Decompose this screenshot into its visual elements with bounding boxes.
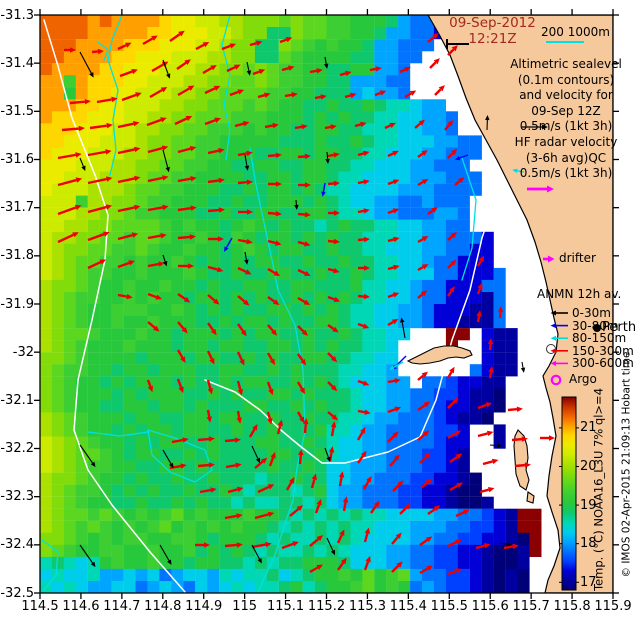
legend-sample-arrows [446, 39, 584, 366]
altimetric-legend: Altimetric sealevel (0.1m contours) and ve… [499, 57, 633, 135]
city-label-perth: Perth [602, 320, 637, 335]
y-tick-label: -32.4 [0, 537, 34, 553]
altimetric-legend-line: (0.1m contours) [517, 72, 615, 87]
x-tick-label: 115.9 [594, 599, 632, 614]
x-tick-label: 115.8 [553, 599, 591, 614]
timestamp: 09-Sep-2012 12:21Z [430, 15, 555, 47]
altimetric-velocity-arrows [79, 51, 526, 568]
x-tick-label: 115.4 [389, 599, 427, 614]
x-tick-label: 114.6 [62, 599, 100, 614]
altimetric-legend-line: and velocity for [519, 88, 613, 102]
x-tick-label: 115.2 [307, 599, 346, 614]
axes-frame [34, 9, 619, 599]
depth-legend-label: 0-30m [572, 306, 611, 320]
hf-radar-legend: HF radar velocity (3-6h avg)QC 0.5m/s (1kt… [497, 135, 635, 182]
depth-legend-label: 150-300m [572, 343, 634, 358]
y-tick-label: -32.5 [0, 585, 34, 601]
x-tick-label: 115 [232, 599, 258, 614]
colorbar-tick-label: 21 [580, 420, 597, 436]
y-tick-label: -31.6 [0, 152, 34, 167]
small-island [526, 491, 535, 504]
y-tick-label: -31.4 [0, 55, 34, 71]
argo-legend-label: Argo [569, 372, 597, 386]
rottnest-island [406, 345, 473, 365]
x-tick-label: 114.9 [185, 599, 223, 614]
altimetric-legend-line: 0.5m/s (1kt 3h) [519, 119, 613, 133]
colorbar-tick-label: 18 [580, 536, 597, 552]
x-tick-label: 114.8 [144, 599, 182, 614]
colorbar-axis-label: Temp. (°C) NOAA16_L3U 7% ql>=4 [591, 387, 606, 592]
timestamp-time: 12:21Z [468, 31, 517, 47]
y-tick-label: -32.2 [0, 441, 34, 456]
y-tick-label: -32.1 [0, 392, 34, 408]
anmn-legend-title: ANMN 12h av. [537, 287, 622, 301]
hf-legend-line: 0.5m/s (1kt 3h) [519, 166, 613, 180]
x-tick-label: 115.7 [512, 599, 550, 614]
depth-legend-label: 30-80m [572, 318, 619, 333]
colorbar [559, 396, 579, 591]
isobath-scale-label: 200 1000m [541, 25, 610, 39]
y-tick-label: -31.7 [0, 200, 34, 216]
argo-marker [550, 374, 562, 386]
garden-island [513, 429, 530, 491]
x-tick-label: 114.7 [103, 599, 141, 614]
y-tick-label: -32 [12, 344, 34, 360]
x-tick-label: 115.5 [430, 599, 468, 614]
altimetric-legend-line: Altimetric sealevel [510, 57, 622, 71]
y-tick-label: -31.3 [0, 7, 34, 23]
y-tick-label: -31.5 [0, 103, 34, 119]
hf-legend-line: HF radar velocity [514, 135, 618, 149]
copyright-notice: © IMOS 02-Apr-2015 21:09:13 Hobart time [620, 351, 633, 578]
y-tick-label: -31.8 [0, 248, 34, 264]
hf-legend-line: (3-6h avg)QC [525, 150, 607, 165]
perth-city-dot [593, 324, 601, 332]
mooring-velocity-arrows-cyan [389, 168, 525, 370]
colorbar-tick-label: 17 [580, 574, 597, 590]
x-tick-label: 114.5 [21, 599, 59, 614]
hf-radar-velocity-arrows [57, 30, 555, 576]
altimetric-legend-line: 09-Sep 12Z [531, 103, 601, 118]
colorbar-tick-label: 20 [580, 458, 597, 474]
colorbar-tick-label: 19 [580, 497, 597, 513]
y-tick-label: -32.3 [0, 489, 34, 505]
x-tick-label: 115.3 [348, 599, 387, 614]
drifter-legend-label: drifter [559, 251, 596, 265]
x-tick-label: 115.6 [471, 599, 509, 614]
depth-legend-label: 300-600m [572, 356, 634, 371]
timestamp-date: 09-Sep-2012 [449, 15, 536, 31]
depth-legend-label: 80-150m [572, 331, 627, 346]
x-tick-label: 115.1 [266, 599, 305, 614]
y-tick-label: -31.9 [0, 296, 34, 312]
